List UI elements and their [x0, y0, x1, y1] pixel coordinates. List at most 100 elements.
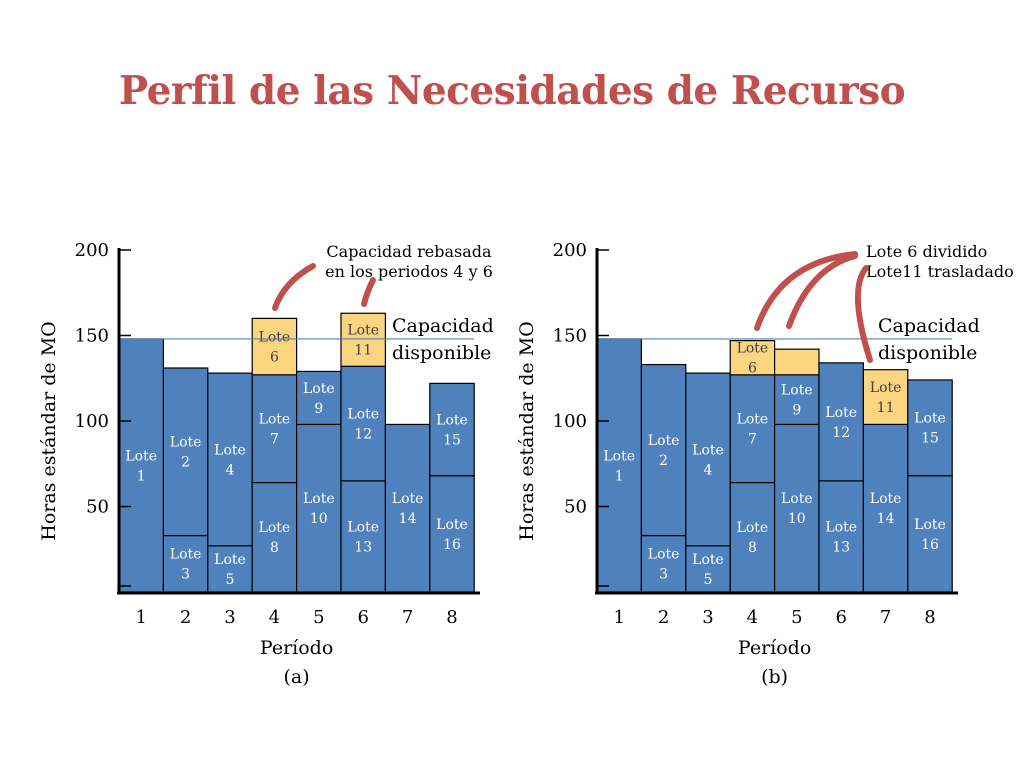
y-tick-label: 100 [553, 411, 587, 432]
bar-label-period-8: Lote [914, 411, 946, 427]
x-tick-label: 5 [791, 607, 802, 628]
panel-label: (a) [284, 666, 310, 688]
bar-label-period-7: 14 [399, 511, 417, 527]
y-tick-label: 200 [75, 240, 109, 261]
bar-label-period-1: Lote [125, 448, 157, 464]
bar-label-period-6: 12 [354, 426, 372, 442]
x-tick-label: 6 [835, 607, 846, 628]
bar-segment-period-2-1 [162, 534, 209, 593]
bar-label-period-6: 11 [354, 343, 372, 359]
bar-segment-period-1-0 [118, 338, 165, 593]
bar-label-period-2: Lote [170, 547, 202, 563]
overflow-annotation: en los periodos 4 y 6 [325, 262, 493, 281]
bar-segment-period-6-11 [340, 365, 387, 482]
bar-label-period-6: Lote [825, 519, 857, 535]
bar-segment-period-6-11 [818, 480, 865, 593]
bar-label-period-2: Lote [648, 433, 680, 449]
bar-label-period-3: Lote [692, 552, 724, 568]
bar-label-period-8: Lote [436, 412, 468, 428]
bar-segment-period-8-15 [429, 382, 475, 477]
bar-label-period-6: Lote [347, 323, 379, 339]
x-axis-title: Período [260, 637, 333, 659]
x-tick-label: 6 [357, 607, 368, 628]
capacity-label: Capacidad [392, 315, 494, 337]
bar-segment-period-3-4 [685, 372, 731, 547]
y-tick-label: 150 [553, 326, 587, 347]
bar-label-period-7: 11 [877, 400, 895, 416]
bar-segment-period-7-13 [384, 423, 431, 593]
bar-label-period-5: 9 [314, 401, 323, 417]
bar-segment-period-4-5 [729, 481, 776, 593]
chart-panel-a: Lote 1 Lote 3 Lote 2 Lote 5 Lote 4 Lote 8 Lote 7 Lote 6… [38, 240, 494, 688]
bar-label-period-1: 1 [137, 468, 146, 484]
bar-segment-period-7-13 [862, 423, 909, 593]
y-tick-label: 200 [553, 240, 587, 261]
bar-label-period-6: Lote [347, 519, 379, 535]
bar-label-period-5: 9 [792, 403, 801, 419]
annotation-arrow [272, 263, 316, 311]
bar-segment-period-5-8 [296, 423, 342, 593]
bar-segment-period-5-8 [773, 423, 820, 593]
x-tick-label: 4 [747, 607, 758, 628]
bar-segment-period-4-5 [251, 481, 298, 593]
bar-label-period-7: Lote [870, 491, 902, 507]
bar-label-period-3: Lote [214, 442, 246, 458]
bar-segment-period-4-7 [251, 317, 298, 376]
bar-segment-period-3-3 [685, 545, 731, 593]
bar-label-period-4: Lote [259, 412, 291, 428]
y-tick-label: 50 [564, 497, 587, 518]
bar-segment-period-6-12 [340, 312, 387, 367]
bar-segment-period-8-16 [907, 379, 953, 477]
change-annotation: Lote 6 dividido [866, 242, 987, 261]
x-tick-label: 4 [269, 607, 280, 628]
bar-label-period-5: Lote [781, 491, 813, 507]
bar-label-period-4: Lote [737, 520, 769, 536]
bar-segment-period-2-2 [640, 363, 687, 537]
bar-label-period-4: Lote [737, 341, 769, 357]
chart-panel-b: Lote 1 Lote 3 Lote 2 Lote 5 Lote 4 Lote 8 Lote 7 Lote 6… [516, 240, 1014, 688]
bar-segment-period-6-10 [340, 480, 387, 593]
bar-label-period-3: 5 [226, 572, 235, 588]
x-tick-label: 1 [613, 607, 624, 628]
bar-label-period-5: Lote [781, 383, 813, 399]
bar-label-period-2: 3 [659, 567, 668, 583]
change-annotation: Lote11 trasladado [866, 262, 1014, 281]
bar-label-period-2: 2 [659, 453, 668, 469]
bar-segment-period-5-9 [296, 370, 342, 426]
bar-segment-period-3-4 [207, 372, 253, 547]
bar-label-period-6: 13 [354, 539, 372, 555]
x-tick-label: 1 [135, 607, 146, 628]
x-axis-title: Período [738, 637, 811, 659]
bar-label-period-4: Lote [259, 520, 291, 536]
bar-label-period-3: 4 [226, 462, 235, 478]
bar-label-period-2: Lote [648, 547, 680, 563]
bar-segment-period-8-15 [907, 475, 953, 593]
y-tick-label: 50 [86, 497, 109, 518]
bar-label-period-1: Lote [603, 448, 635, 464]
y-axis-title: Horas estándar de MO [38, 321, 60, 541]
capacity-label: Capacidad [878, 315, 980, 337]
bar-label-period-5: Lote [303, 381, 335, 397]
bar-label-period-2: 3 [181, 567, 190, 583]
x-tick-label: 7 [880, 607, 891, 628]
annotation-arrow [754, 251, 858, 331]
bar-label-period-2: 2 [181, 455, 190, 471]
annotation-arrow [361, 277, 376, 307]
bar-label-period-3: Lote [692, 442, 724, 458]
bar-segment-period-5-10 [773, 348, 820, 376]
bar-label-period-8: 15 [921, 431, 939, 447]
bar-segment-period-4-6 [729, 374, 776, 484]
bar-label-period-6: 12 [832, 425, 850, 441]
bar-label-period-4: 7 [748, 432, 757, 448]
bar-label-period-8: 16 [921, 537, 939, 553]
bar-label-period-8: 16 [443, 537, 461, 553]
bar-label-period-8: Lote [436, 517, 468, 533]
capacity-label: disponible [878, 342, 977, 364]
bar-label-period-4: 6 [748, 361, 757, 377]
bar-label-period-1: 1 [615, 468, 624, 484]
bar-label-period-3: 5 [704, 572, 713, 588]
bar-label-period-4: Lote [737, 412, 769, 428]
slide-title: Perfil de las Necesidades de Recurso [118, 68, 906, 114]
x-tick-label: 8 [446, 607, 457, 628]
